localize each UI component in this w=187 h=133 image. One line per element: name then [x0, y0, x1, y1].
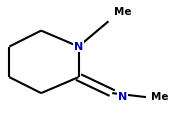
Text: Me: Me: [151, 92, 169, 102]
Text: Me: Me: [114, 7, 132, 17]
Text: N: N: [118, 92, 127, 102]
Text: N: N: [74, 41, 83, 52]
